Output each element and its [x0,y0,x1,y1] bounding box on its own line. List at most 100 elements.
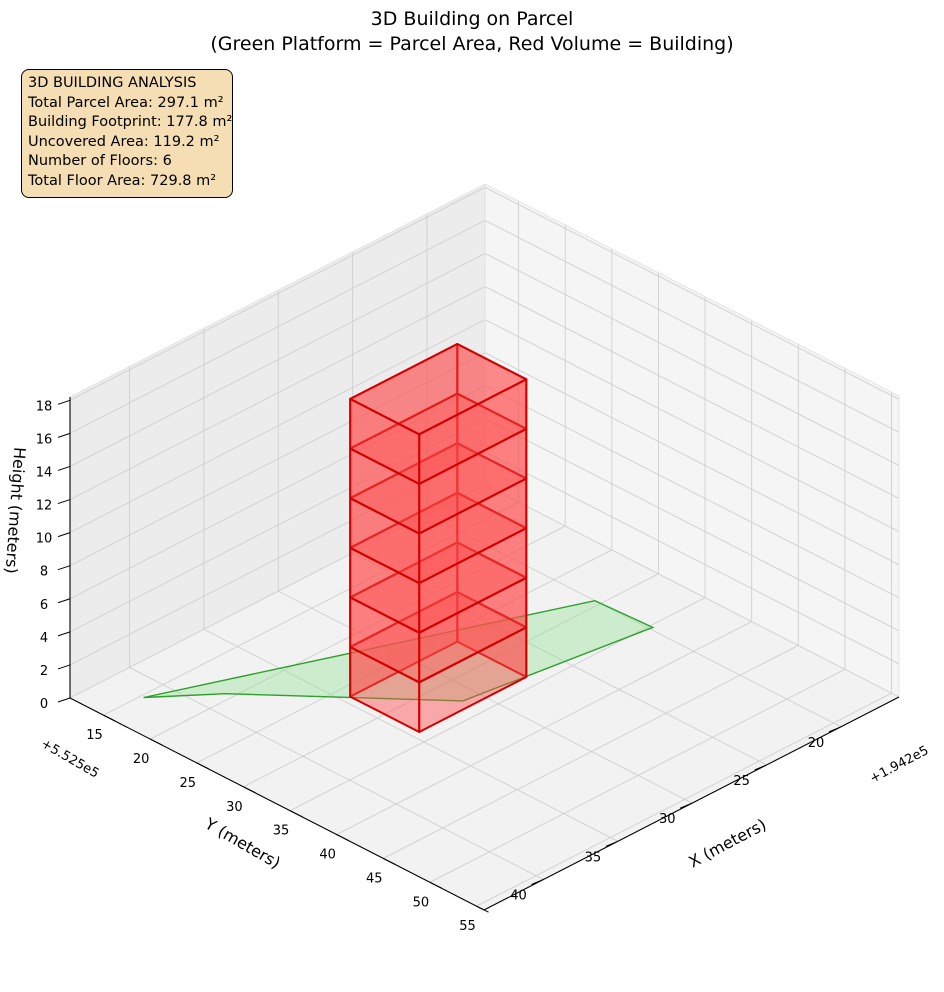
x-axis-label: X (meters) [685,815,769,872]
y-axis-line [69,697,485,911]
pane-edge [484,183,900,397]
grid-line-y-floor [429,668,846,883]
grid-line-z-right [484,186,900,400]
grid-line-y-floor [383,645,799,859]
grid-line-z-right [484,253,900,466]
z-tick-label: 10 [36,532,53,547]
grid-line-x-floor [203,628,619,842]
y-tick-label: 40 [319,848,336,863]
x-axis-offset: +1.942e5 [867,743,931,786]
right-wall-pane [485,184,899,697]
grid-lines [69,183,900,907]
y-tick-label: 55 [459,919,476,934]
grid-line-z-left [69,219,486,434]
chart-subtitle: (Green Platform = Parcel Area, Red Volum… [210,33,733,55]
y-tick-mark [243,786,256,794]
info-line: Building Footprint: 177.8 m² [28,114,233,131]
grid-line-z-right [484,418,900,632]
y-tick-label: 15 [86,728,103,743]
y-tick-mark [476,905,489,913]
grid-line-x-floor [352,552,767,766]
y-tick-label: 45 [366,871,383,886]
y-tick-mark [336,834,349,842]
z-tick-mark [57,465,71,471]
grid-line-z-left [69,253,486,467]
x-tick-mark [754,764,767,771]
y-tick-mark [196,762,210,770]
grid-line-z-left [69,352,486,567]
x-tick-mark [531,879,544,885]
chart-title: 3D Building on Parcel [371,8,574,30]
z-tick-label: 4 [40,631,48,646]
grid-line-y-floor [336,621,752,835]
z-tick-mark [57,565,71,571]
z-tick-label: 6 [40,598,48,613]
y-tick-mark [383,857,396,865]
z-tick-label: 14 [36,465,53,480]
z-tick-mark [57,532,71,538]
z-tick-mark [57,399,71,405]
z-tick-mark [57,664,71,670]
grid-line-y-floor [243,573,659,788]
z-tick-mark [57,499,71,505]
info-line: Total Parcel Area: 297.1 m² [28,94,224,111]
grid-line-z-left [69,418,486,633]
grid-line-z-left [69,484,486,699]
grid-line-z-left [69,451,486,666]
x-tick-label: 40 [510,888,527,903]
left-wall-pane [70,184,485,698]
grid-line-x-floor [129,667,544,880]
info-line: Uncovered Area: 119.2 m² [28,133,220,150]
z-tick-label: 0 [40,697,48,712]
grid-line-z-left [69,286,486,500]
building-floor-6 [349,343,528,485]
building-floor-5 [349,392,528,535]
y-tick-label: 35 [273,824,290,839]
z-tick-label: 18 [36,399,53,414]
x-tick-mark [828,726,842,733]
z-tick-label: 8 [40,565,48,580]
y-tick-mark [149,738,163,746]
y-tick-label: 20 [133,752,150,767]
grid-line-z-right [484,319,900,533]
grid-line-z-right [484,219,900,433]
y-tick-mark [103,714,116,722]
y-tick-label: 50 [413,895,430,910]
info-line: 3D BUILDING ANALYSIS [28,75,197,91]
grid-line-z-right [484,385,900,599]
x-tick-label: 35 [585,850,602,865]
x-tick-label: 25 [733,774,750,789]
info-line: Number of Floors: 6 [28,153,172,170]
building-volume [349,343,528,733]
z-tick-mark [57,631,71,637]
grid-line-z-left [69,385,486,600]
y-axis-label: Y (meters) [201,814,284,873]
building-floor-2 [349,541,528,684]
x-tick-label: 20 [808,736,825,751]
grid-line-y-floor [289,597,706,812]
pane-edge [69,183,486,398]
y-tick-label: 25 [180,776,197,791]
info-line: Total Floor Area: 729.8 m² [28,172,217,189]
y-tick-label: 30 [226,800,243,815]
z-tick-label: 16 [36,432,53,447]
tick-labels: 20 25 30 35 40 15 20 25 30 35 40 45 50 55 0 2 4 6 8 10 12 14 1… [36,399,842,934]
z-axis-label: Height (meters) [2,446,30,574]
z-tick-mark [57,598,71,604]
y-tick-mark [289,810,303,818]
building-floor-1 [349,591,528,733]
grid-line-x-floor [426,514,842,728]
x-tick-mark [605,840,619,847]
grid-line-z-left [69,186,486,401]
z-tick-mark [57,697,71,703]
building-slab [349,343,528,436]
grid-line-z-left [69,319,486,534]
x-tick-mark [680,802,693,809]
grid-line-y-floor [103,501,519,716]
grid-line-y-floor [476,692,892,907]
y-tick-mark [429,881,443,889]
grid-line-z-right [484,451,900,665]
z-tick-label: 2 [40,664,48,679]
grid-line-z-right [484,286,900,499]
